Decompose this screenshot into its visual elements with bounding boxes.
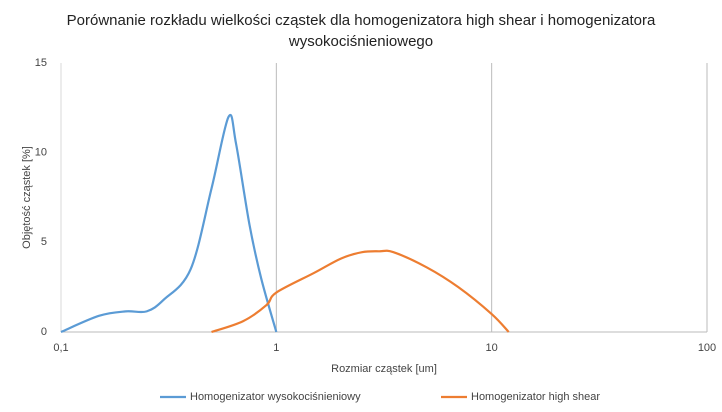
x-tick-label: 1 [273,342,279,354]
x-tick-label: 10 [486,342,498,354]
chart-title: Porównanie rozkładu wielkości cząstek dl… [66,12,656,50]
legend-label: Homogenizator wysokociśnieniowy [190,391,361,403]
legend-label: Homogenizator high shear [471,391,600,403]
y-tick-label: 10 [35,147,47,159]
series-line [60,113,278,334]
x-tick-label: 100 [698,342,716,354]
y-tick-label: 5 [41,236,47,248]
series-line [211,249,510,334]
y-tick-label: 15 [35,57,47,69]
y-tick-label: 0 [41,326,47,338]
x-axis-label: Rozmiar cząstek [um] [331,363,437,375]
y-axis-label: Objętość cząstek [%] [21,146,33,249]
x-tick-label: 0,1 [53,342,68,354]
